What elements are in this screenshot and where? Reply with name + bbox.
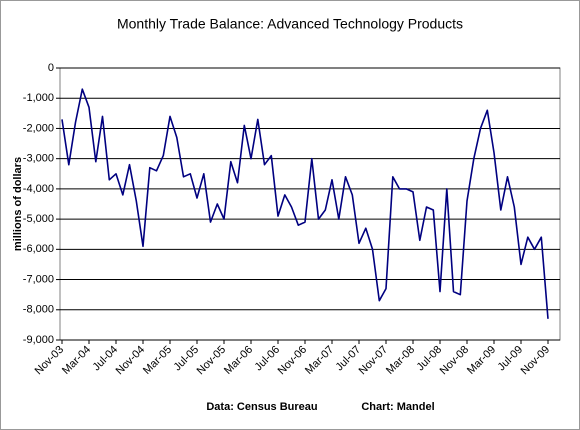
y-axis-label: millions of dollars <box>12 157 24 251</box>
plot-area <box>59 67 561 341</box>
y-tick-label: -2,000 <box>23 122 54 134</box>
y-tick-label: -4,000 <box>23 183 54 195</box>
y-tick-label: -7,000 <box>23 273 54 285</box>
y-tick-label: -1,000 <box>23 92 54 104</box>
chart-title: Monthly Trade Balance: Advanced Technolo… <box>117 16 463 32</box>
y-tick-label: -6,000 <box>23 243 54 255</box>
source-note: Data: Census Bureau <box>206 401 317 413</box>
y-tick-label: -8,000 <box>23 304 54 316</box>
y-tick-label: 0 <box>48 62 54 74</box>
credit-note: Chart: Mandel <box>361 401 434 413</box>
data-line <box>61 88 549 319</box>
y-tick-label: -9,000 <box>23 334 54 346</box>
y-tick-label: -3,000 <box>23 153 54 165</box>
y-tick-label: -5,000 <box>23 213 54 225</box>
